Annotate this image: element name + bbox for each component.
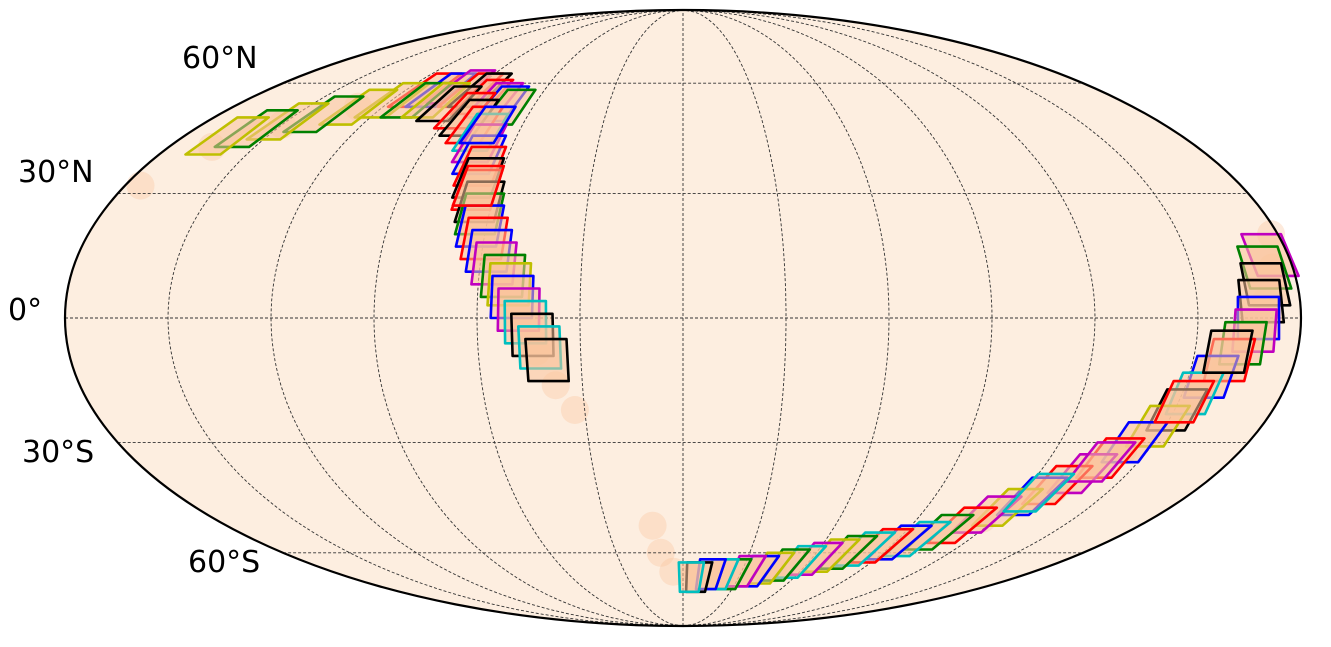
survey-tile — [458, 105, 517, 145]
lat-label-30n: 30°N — [18, 155, 94, 190]
survey-tile — [1002, 472, 1076, 513]
tile-coverage — [185, 117, 269, 155]
tile-coverage — [1203, 330, 1253, 373]
survey-tile — [1153, 379, 1216, 424]
coverage-blob — [638, 511, 667, 540]
survey-tile — [1065, 441, 1137, 483]
tile-coverage — [1067, 442, 1136, 482]
tile-coverage — [525, 339, 569, 382]
meridian-line — [579, 9, 684, 627]
lat-label-0: 0° — [8, 293, 43, 328]
lat-label-30s: 30°S — [22, 435, 95, 470]
lat-label-60s: 60°S — [188, 545, 261, 580]
survey-tile — [415, 85, 483, 123]
tile-coverage — [678, 562, 704, 592]
map-outline — [63, 8, 1303, 628]
coverage-blob — [126, 171, 155, 200]
lat-label-60n: 60°N — [182, 41, 258, 76]
survey-tile — [451, 164, 506, 207]
survey-tile — [1202, 329, 1254, 375]
survey-tile — [524, 337, 571, 383]
tile-coverage — [459, 106, 516, 144]
survey-tile — [677, 561, 706, 594]
coverage-blob — [560, 396, 589, 424]
survey-tile — [184, 116, 271, 156]
tile-coverage — [1003, 473, 1074, 512]
